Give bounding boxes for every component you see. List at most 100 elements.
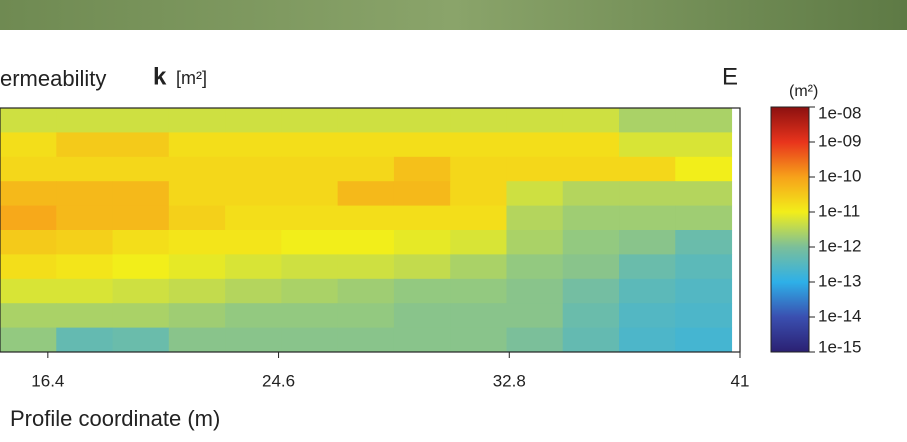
heatmap-cell <box>562 205 620 231</box>
heatmap-cell <box>56 327 114 352</box>
heatmap-cell <box>562 181 620 207</box>
variable: k <box>153 63 167 90</box>
colorbar-tick-label: 1e-09 <box>818 131 861 150</box>
heatmap-cell <box>393 303 451 329</box>
heatmap-cell <box>225 181 282 207</box>
heatmap-cell <box>393 132 451 158</box>
heatmap-cell <box>225 156 282 182</box>
heatmap-cell <box>393 278 451 304</box>
heatmap <box>0 108 733 352</box>
heatmap-cell <box>675 230 733 255</box>
heatmap-cell <box>281 156 339 182</box>
heatmap-cell <box>168 327 226 352</box>
heatmap-cell <box>225 327 282 352</box>
heatmap-cell <box>0 230 57 255</box>
heatmap-cell <box>675 254 733 280</box>
heatmap-cell <box>506 181 564 207</box>
heatmap-cell <box>56 205 114 231</box>
heatmap-cell <box>619 278 676 304</box>
heatmap-cell <box>506 254 564 280</box>
heatmap-cell <box>281 327 339 352</box>
heatmap-cell <box>112 108 170 133</box>
colorbar-tick-label: 1e-08 <box>818 103 861 122</box>
heatmap-cell <box>281 303 339 329</box>
heatmap-cell <box>562 254 620 280</box>
heatmap-cell <box>393 230 451 255</box>
heatmap-cell <box>619 303 676 329</box>
heatmap-cell <box>562 108 620 133</box>
heatmap-cell <box>0 205 57 231</box>
heatmap-cell <box>450 181 507 207</box>
colorbar-tick-label: 1e-10 <box>818 166 861 185</box>
heatmap-cell <box>506 327 564 352</box>
heatmap-cell <box>0 278 57 304</box>
heatmap-cell <box>112 181 170 207</box>
heatmap-cell <box>450 278 507 304</box>
heatmap-cell <box>56 156 114 182</box>
heatmap-cell <box>506 278 564 304</box>
heatmap-cell <box>0 181 57 207</box>
heatmap-cell <box>619 327 676 352</box>
heatmap-cell <box>112 132 170 158</box>
heatmap-cell <box>0 303 57 329</box>
heatmap-cell <box>112 230 170 255</box>
heatmap-cell <box>675 156 733 182</box>
x-tick-label: 32.8 <box>493 371 526 390</box>
heatmap-cell <box>56 230 114 255</box>
heatmap-cell <box>56 181 114 207</box>
colorbar-tick-label: 1e-13 <box>818 271 861 290</box>
heatmap-cell <box>337 205 395 231</box>
heatmap-cell <box>675 132 733 158</box>
heatmap-cell <box>112 327 170 352</box>
heatmap-cell <box>562 132 620 158</box>
heatmap-cell <box>56 303 114 329</box>
heatmap-cell <box>393 254 451 280</box>
heatmap-cell <box>619 254 676 280</box>
colorbar-tick-label: 1e-15 <box>818 337 861 356</box>
heatmap-cell <box>337 254 395 280</box>
heatmap-cell <box>168 181 226 207</box>
heatmap-cell <box>225 278 282 304</box>
heatmap-cell <box>0 327 57 352</box>
heatmap-cell <box>337 230 395 255</box>
heatmap-cell <box>281 205 339 231</box>
heatmap-cell <box>225 230 282 255</box>
heatmap-cell <box>450 254 507 280</box>
heatmap-cell <box>675 327 733 352</box>
heatmap-cell <box>112 156 170 182</box>
heatmap-cell <box>0 108 57 133</box>
heatmap-cell <box>675 108 733 133</box>
heatmap-cell <box>225 205 282 231</box>
heatmap-cell <box>168 108 226 133</box>
heatmap-cell <box>450 156 507 182</box>
heatmap-cell <box>675 278 733 304</box>
heatmap-cell <box>168 230 226 255</box>
heatmap-cell <box>506 230 564 255</box>
heatmap-cell <box>225 132 282 158</box>
heatmap-cell <box>168 278 226 304</box>
heatmap-cell <box>112 254 170 280</box>
heatmap-cell <box>562 327 620 352</box>
plot-frame <box>0 107 741 353</box>
heatmap-cell <box>0 254 57 280</box>
heatmap-cell <box>506 303 564 329</box>
heatmap-cell <box>506 205 564 231</box>
heatmap-cell <box>281 254 339 280</box>
colorbar-label: (m²) <box>789 83 818 100</box>
photo-strip <box>0 0 907 30</box>
colorbar <box>770 106 810 353</box>
x-tick-label: 16.4 <box>31 371 64 390</box>
heatmap-cell <box>337 132 395 158</box>
heatmap-cell <box>56 108 114 133</box>
heatmap-cell <box>281 132 339 158</box>
chart-title: ermeability <box>0 66 106 91</box>
heatmap-cell <box>56 278 114 304</box>
heatmap-cell <box>225 303 282 329</box>
heatmap-cell <box>562 230 620 255</box>
unit: [m²] <box>176 68 207 88</box>
heatmap-cell <box>450 327 507 352</box>
heatmap-cell <box>112 303 170 329</box>
heatmap-cell <box>337 181 395 207</box>
heatmap-cell <box>562 303 620 329</box>
heatmap-cell <box>619 132 676 158</box>
